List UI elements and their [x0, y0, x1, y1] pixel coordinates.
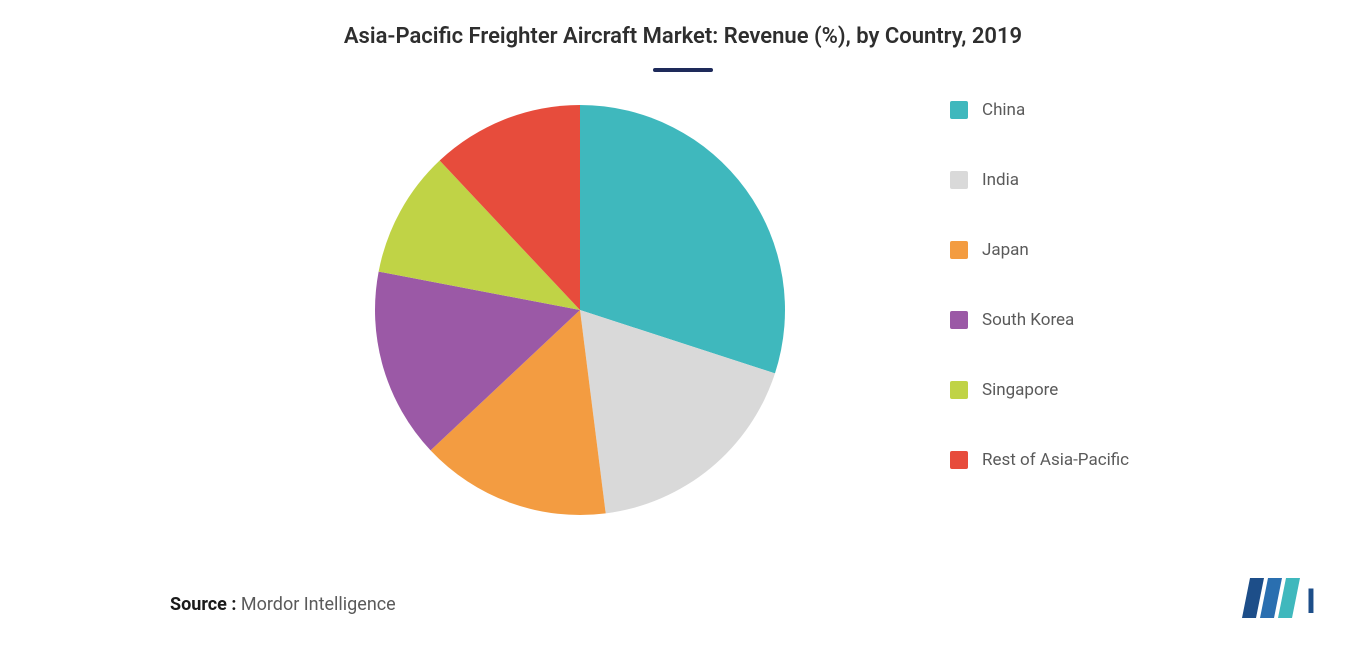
source-line: Source : Mordor Intelligence [170, 594, 396, 615]
title-underline [653, 68, 713, 72]
legend: China India Japan South Korea Singapore Rest … [950, 100, 1129, 470]
legend-label: Singapore [982, 380, 1058, 400]
source-text: Mordor Intelligence [241, 594, 396, 615]
logo-bar-icon [1260, 578, 1282, 618]
legend-swatch [950, 171, 968, 189]
brand-logo-icon: I [1240, 573, 1330, 627]
legend-item: Rest of Asia-Pacific [950, 450, 1129, 470]
legend-swatch [950, 311, 968, 329]
legend-swatch [950, 381, 968, 399]
logo-bar-icon [1278, 578, 1300, 618]
logo-bar-icon [1242, 578, 1264, 618]
legend-item: India [950, 170, 1129, 190]
legend-swatch [950, 241, 968, 259]
legend-item: Japan [950, 240, 1129, 260]
legend-item: Singapore [950, 380, 1129, 400]
logo-text: I [1306, 582, 1316, 622]
legend-label: Rest of Asia-Pacific [982, 450, 1129, 470]
source-label: Source : [170, 594, 236, 615]
pie-chart [370, 100, 790, 520]
legend-label: Japan [982, 240, 1029, 260]
chart-container: Asia-Pacific Freighter Aircraft Market: … [0, 0, 1366, 655]
legend-label: China [982, 100, 1025, 120]
legend-item: China [950, 100, 1129, 120]
legend-item: South Korea [950, 310, 1129, 330]
legend-label: India [982, 170, 1019, 190]
legend-swatch [950, 451, 968, 469]
legend-label: South Korea [982, 310, 1074, 330]
chart-title: Asia-Pacific Freighter Aircraft Market: … [0, 24, 1366, 49]
legend-swatch [950, 101, 968, 119]
